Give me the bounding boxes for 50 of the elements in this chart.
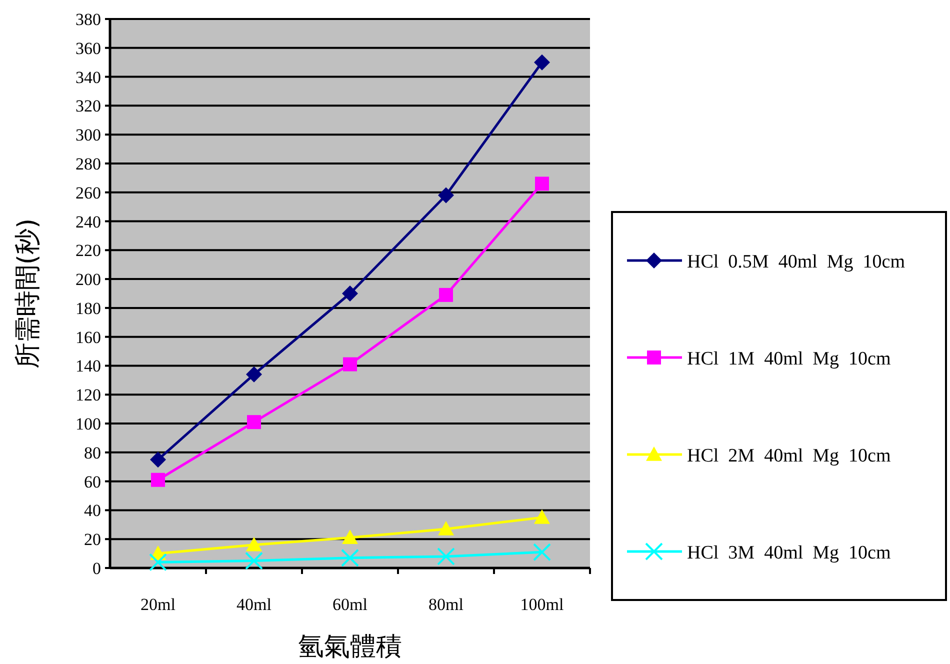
point — [437, 547, 455, 566]
x-tick-label: 100ml — [520, 595, 564, 614]
y-tick-label: 40 — [84, 501, 101, 520]
point — [341, 548, 359, 567]
x-tick-label: 20ml — [140, 595, 176, 614]
point — [247, 415, 261, 430]
point — [149, 553, 167, 572]
legend-label: HCl 1M 40ml Mg 10cm — [687, 348, 891, 370]
y-tick-label: 220 — [76, 241, 101, 260]
y-tick-label: 160 — [76, 328, 101, 347]
y-tick-label: 280 — [76, 154, 101, 174]
y-tick-label: 340 — [76, 68, 101, 87]
y-tick-label: 60 — [84, 472, 101, 492]
legend-label: HCl 2M 40ml Mg 10cm — [687, 446, 891, 466]
point — [343, 357, 357, 372]
x-tick-label: 40ml — [236, 595, 272, 614]
y-tick-label: 360 — [76, 38, 101, 58]
point — [245, 552, 263, 570]
point — [151, 472, 165, 487]
legend-label: HCl 0.5M 40ml Mg 10cm — [687, 252, 906, 272]
point — [246, 366, 262, 382]
point — [246, 536, 262, 552]
point — [534, 509, 550, 524]
point — [342, 530, 358, 544]
x-tick-label: 80ml — [428, 595, 464, 614]
point — [535, 176, 549, 191]
y-tick-label: 380 — [76, 10, 101, 29]
legend-label: HCl 3M 40ml Mg 10cm — [687, 542, 891, 564]
y-tick-label: 260 — [76, 183, 101, 202]
y-tick-label: 0 — [92, 559, 101, 578]
point — [150, 452, 166, 468]
y-tick-label: 100 — [76, 414, 101, 434]
y-tick-label: 120 — [76, 386, 101, 405]
point — [438, 520, 454, 536]
point — [534, 54, 550, 70]
point — [533, 543, 551, 562]
y-tick-label: 320 — [76, 96, 101, 116]
y-tick-label: 80 — [84, 443, 101, 462]
point — [342, 286, 358, 302]
x-axis-title: 氫氣體積 — [298, 632, 402, 662]
y-tick-label: 140 — [76, 356, 101, 376]
point — [439, 288, 453, 302]
y-tick-label: 240 — [76, 212, 101, 232]
y-tick-label: 20 — [84, 530, 101, 550]
point — [438, 187, 454, 204]
y-tick-label: 300 — [76, 126, 101, 145]
y-tick-label: 180 — [76, 298, 101, 318]
y-axis-title: 所需時間(秒) — [13, 218, 43, 369]
x-tick-label: 60ml — [332, 595, 368, 614]
y-tick-label: 200 — [76, 270, 101, 290]
